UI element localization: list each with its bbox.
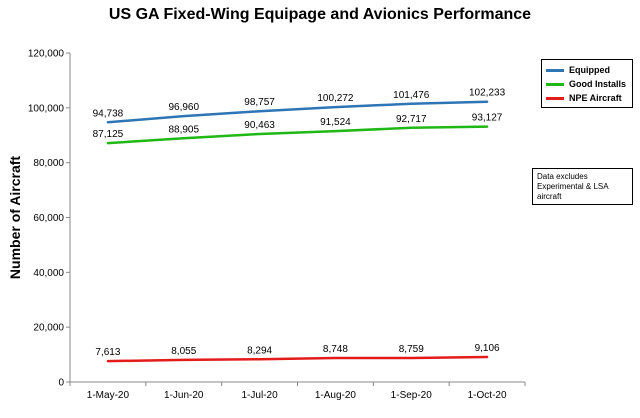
data-label-npe-aircraft: 9,106: [475, 343, 500, 354]
data-label-good-installs: 93,127: [472, 113, 503, 124]
y-ticks: 0 20,000 40,000 60,000 80,000 100,000 120,000: [28, 49, 70, 389]
legend-item-equipped: Equipped: [546, 63, 628, 77]
data-label-equipped: 94,738: [93, 108, 124, 119]
series-line-equipped: [106, 100, 489, 124]
data-label-equipped: 100,272: [317, 93, 354, 104]
x-tick-label: 1-Jun-20: [164, 390, 204, 401]
data-label-npe-aircraft: 8,748: [323, 344, 348, 355]
y-tick-label: 40,000: [33, 268, 64, 279]
data-labels: 94,738 96,960 98,757 100,272 101,476 102,233 8…: [93, 88, 506, 358]
data-label-good-installs: 88,905: [168, 124, 199, 135]
data-label-npe-aircraft: 8,294: [247, 345, 272, 356]
x-tick-label: 1-Jul-20: [242, 390, 279, 401]
legend-swatch-npe-aircraft: [546, 96, 564, 100]
data-label-npe-aircraft: 8,055: [171, 346, 196, 357]
series-line-npe-aircraft: [106, 355, 489, 363]
y-tick-label: 80,000: [33, 158, 64, 169]
y-tick-label: 60,000: [33, 213, 64, 224]
data-label-npe-aircraft: 8,759: [399, 344, 424, 355]
y-axis-label: Number of Aircraft: [7, 156, 23, 280]
y-tick-label: 120,000: [28, 49, 65, 60]
x-tick-label: 1-Oct-20: [468, 390, 507, 401]
y-tick-label: 20,000: [33, 323, 64, 334]
x-ticks: 1-May-20 1-Jun-20 1-Jul-20 1-Aug-20 1-Sep-20…: [69, 382, 526, 401]
chart-title: US GA Fixed-Wing Equipage and Avionics P…: [108, 6, 532, 23]
legend-label-npe-aircraft: NPE Aircraft: [569, 93, 622, 103]
y-tick-label: 0: [58, 378, 64, 389]
data-note: Data excludes Experimental & LSA aircraf…: [532, 168, 633, 205]
data-label-good-installs: 91,524: [320, 117, 351, 128]
x-tick-label: 1-Sep-20: [391, 390, 433, 401]
data-label-equipped: 98,757: [244, 97, 275, 108]
data-label-good-installs: 87,125: [93, 129, 124, 140]
legend-item-npe-aircraft: NPE Aircraft: [546, 91, 628, 105]
x-tick-label: 1-Aug-20: [315, 390, 357, 401]
data-label-equipped: 102,233: [469, 88, 506, 99]
legend-item-good-installs: Good Installs: [546, 77, 628, 91]
legend-swatch-equipped: [546, 68, 564, 72]
legend-swatch-good-installs: [546, 82, 564, 86]
data-label-equipped: 101,476: [393, 90, 430, 101]
data-label-good-installs: 92,717: [396, 114, 427, 125]
y-tick-label: 100,000: [28, 103, 65, 114]
series-line-good-installs: [106, 125, 489, 145]
series-lines: [106, 100, 489, 363]
legend-label-good-installs: Good Installs: [569, 79, 627, 89]
legend: Equipped Good Installs NPE Aircraft: [541, 59, 633, 108]
data-label-equipped: 96,960: [168, 102, 199, 113]
data-label-good-installs: 90,463: [244, 120, 275, 131]
x-tick-label: 1-May-20: [87, 390, 130, 401]
data-label-npe-aircraft: 7,613: [95, 347, 120, 358]
legend-label-equipped: Equipped: [569, 65, 610, 75]
